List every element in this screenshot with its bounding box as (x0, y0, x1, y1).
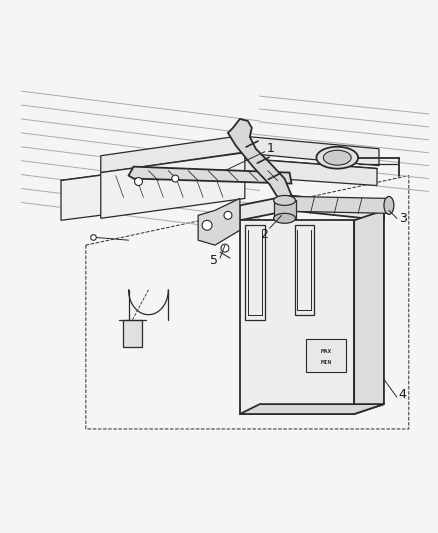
Polygon shape (129, 167, 292, 183)
Polygon shape (294, 225, 314, 314)
Text: 3: 3 (399, 212, 407, 225)
Circle shape (221, 244, 229, 252)
Text: 4: 4 (399, 387, 407, 401)
Text: 5: 5 (210, 254, 218, 266)
Polygon shape (61, 158, 232, 220)
Circle shape (224, 212, 232, 219)
Polygon shape (240, 196, 384, 220)
Circle shape (134, 177, 142, 185)
Polygon shape (240, 404, 384, 414)
Circle shape (172, 175, 179, 182)
Polygon shape (292, 197, 389, 213)
Ellipse shape (384, 197, 394, 214)
Ellipse shape (274, 196, 296, 205)
Text: 1: 1 (267, 142, 275, 155)
Ellipse shape (316, 147, 358, 168)
Text: MIN: MIN (321, 360, 332, 365)
Polygon shape (123, 320, 142, 348)
Polygon shape (274, 200, 296, 219)
Polygon shape (101, 136, 379, 173)
Ellipse shape (274, 213, 296, 223)
Ellipse shape (323, 150, 351, 165)
Polygon shape (198, 198, 240, 245)
Polygon shape (354, 211, 384, 414)
Circle shape (202, 220, 212, 230)
Polygon shape (101, 153, 245, 219)
Polygon shape (232, 158, 377, 185)
Polygon shape (228, 119, 292, 200)
Text: MAX: MAX (321, 349, 332, 354)
FancyBboxPatch shape (307, 338, 346, 373)
Polygon shape (240, 220, 354, 414)
Polygon shape (245, 225, 265, 320)
Text: 2: 2 (260, 228, 268, 241)
